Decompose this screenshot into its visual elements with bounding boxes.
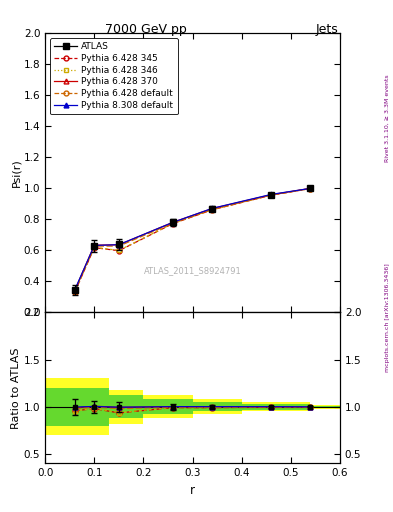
Text: Jets: Jets: [316, 23, 339, 36]
X-axis label: r: r: [190, 484, 195, 497]
Text: Rivet 3.1.10, ≥ 3.3M events: Rivet 3.1.10, ≥ 3.3M events: [385, 74, 389, 162]
Legend: ATLAS, Pythia 6.428 345, Pythia 6.428 346, Pythia 6.428 370, Pythia 6.428 defaul: ATLAS, Pythia 6.428 345, Pythia 6.428 34…: [50, 38, 178, 114]
Text: 7000 GeV pp: 7000 GeV pp: [105, 23, 186, 36]
Text: mcplots.cern.ch [arXiv:1306.3436]: mcplots.cern.ch [arXiv:1306.3436]: [385, 263, 389, 372]
Text: ATLAS_2011_S8924791: ATLAS_2011_S8924791: [144, 266, 241, 275]
Y-axis label: Ratio to ATLAS: Ratio to ATLAS: [11, 347, 21, 429]
Y-axis label: Psi(r): Psi(r): [11, 159, 21, 187]
